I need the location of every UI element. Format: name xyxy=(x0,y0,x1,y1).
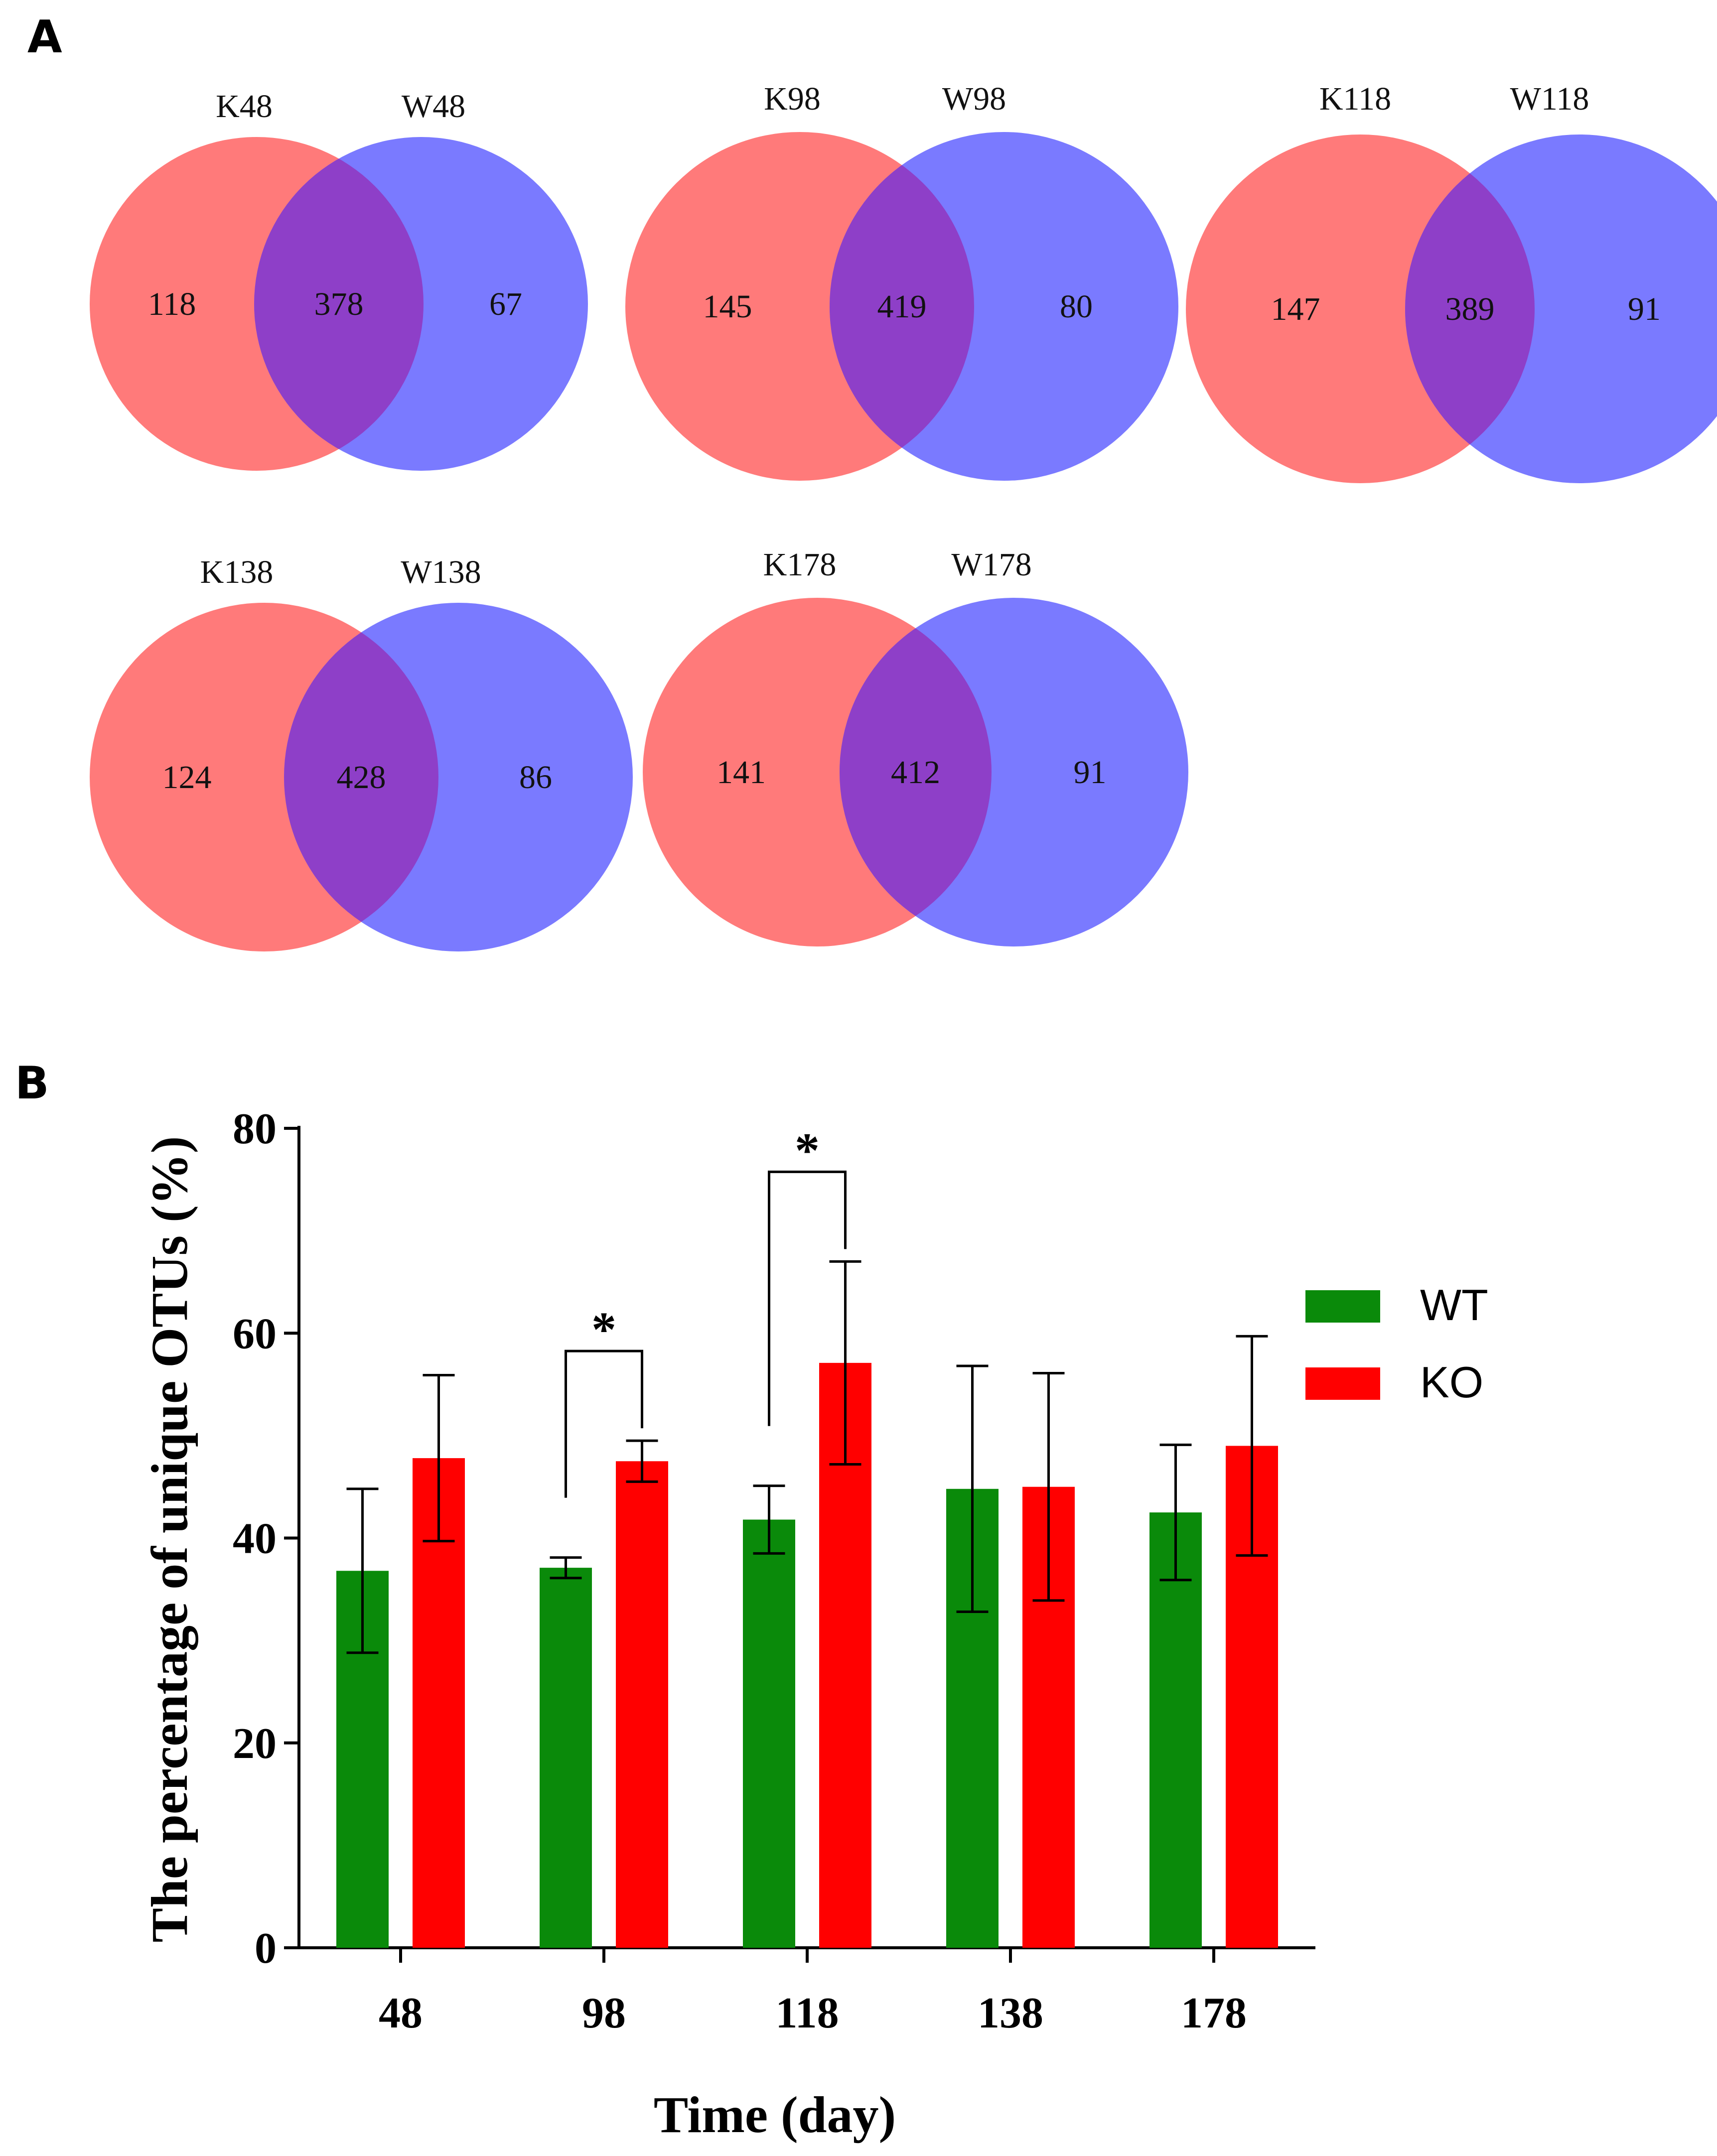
venn-left-only-count: 124 xyxy=(162,759,212,796)
venn-diagrams: K48 W48 118 378 67 K98 W98 145 419 80 K118 W118 147 3… xyxy=(90,81,1717,951)
x-tick-label: 178 xyxy=(1181,1989,1247,2037)
venn-K48-W48: K48 W48 118 378 67 xyxy=(90,88,588,471)
venn-left-only-count: 141 xyxy=(716,754,766,791)
y-tick-label: 20 xyxy=(233,1720,277,1768)
venn-overlap-region xyxy=(830,132,974,481)
significance-star: * xyxy=(795,1122,820,1178)
venn-right-label: W118 xyxy=(1510,81,1589,117)
y-axis-title: The percentage of unique OTUs (%) xyxy=(141,1136,198,1943)
legend-swatch-ko xyxy=(1305,1367,1380,1400)
bar-ko-98 xyxy=(616,1461,668,1948)
venn-K98-W98: K98 W98 145 419 80 xyxy=(625,81,1178,481)
venn-left-only-count: 145 xyxy=(703,288,752,325)
venn-left-only-count: 118 xyxy=(148,286,196,322)
venn-left-label: K118 xyxy=(1319,81,1391,117)
significance-star: * xyxy=(591,1302,616,1357)
venn-right-only-count: 91 xyxy=(1074,754,1107,791)
x-tick-label: 98 xyxy=(582,1989,626,2037)
venn-overlap-region xyxy=(284,603,438,951)
venn-overlap-region xyxy=(1405,135,1535,483)
legend-label-ko: KO xyxy=(1420,1357,1483,1407)
venn-right-label: W48 xyxy=(402,88,465,125)
venn-K118-W118: K118 W118 147 389 91 xyxy=(1186,81,1717,483)
panel-a-label: A xyxy=(27,11,62,63)
x-axis-title: Time (day) xyxy=(654,2086,896,2144)
significance-bracket-118: * xyxy=(768,1122,847,1426)
bracket-line xyxy=(768,1170,847,1426)
venn-right-only-count: 86 xyxy=(519,759,552,796)
y-tick-label: 40 xyxy=(233,1515,277,1563)
venn-left-label: K98 xyxy=(764,81,821,117)
venn-right-only-count: 91 xyxy=(1628,291,1661,327)
bar-wt-98 xyxy=(540,1568,592,1948)
venn-overlap-count: 412 xyxy=(891,754,940,791)
venn-overlap-count: 389 xyxy=(1445,291,1495,327)
venn-right-label: W178 xyxy=(951,546,1031,583)
x-tick-label: 48 xyxy=(379,1989,423,2037)
venn-left-label: K48 xyxy=(216,88,273,125)
venn-right-only-count: 67 xyxy=(489,286,522,322)
bar-wt-178 xyxy=(1149,1512,1202,1948)
venn-left-label: K178 xyxy=(763,546,837,583)
bar-chart: 0 20 40 60 80 48 98 118 138 178 * * Time (day) The pe… xyxy=(141,1105,1488,2144)
bar-wt-118 xyxy=(743,1519,795,1948)
y-tick-label: 0 xyxy=(255,1924,277,1973)
venn-overlap-count: 419 xyxy=(877,288,927,325)
y-tick-label: 60 xyxy=(233,1310,277,1358)
venn-right-label: W98 xyxy=(942,81,1006,117)
legend-label-wt: WT xyxy=(1420,1280,1488,1330)
venn-overlap-region xyxy=(840,598,992,946)
venn-left-label: K138 xyxy=(200,554,274,590)
venn-overlap-count: 428 xyxy=(337,759,386,796)
panel-b-label: B xyxy=(15,1057,49,1109)
x-tick-label: 118 xyxy=(775,1989,839,2037)
venn-overlap-region xyxy=(254,137,424,471)
venn-K138-W138: K138 W138 124 428 86 xyxy=(90,554,633,951)
legend-swatch-wt xyxy=(1305,1290,1380,1323)
venn-right-label: W138 xyxy=(401,554,481,590)
venn-overlap-count: 378 xyxy=(314,286,364,322)
y-tick-label: 80 xyxy=(233,1105,277,1153)
x-tick-label: 138 xyxy=(978,1989,1043,2037)
significance-bracket-98: * xyxy=(565,1302,643,1498)
venn-K178-W178: K178 W178 141 412 91 xyxy=(643,546,1188,946)
venn-left-only-count: 147 xyxy=(1271,291,1320,327)
venn-right-only-count: 80 xyxy=(1060,288,1093,325)
bracket-line xyxy=(565,1349,643,1498)
